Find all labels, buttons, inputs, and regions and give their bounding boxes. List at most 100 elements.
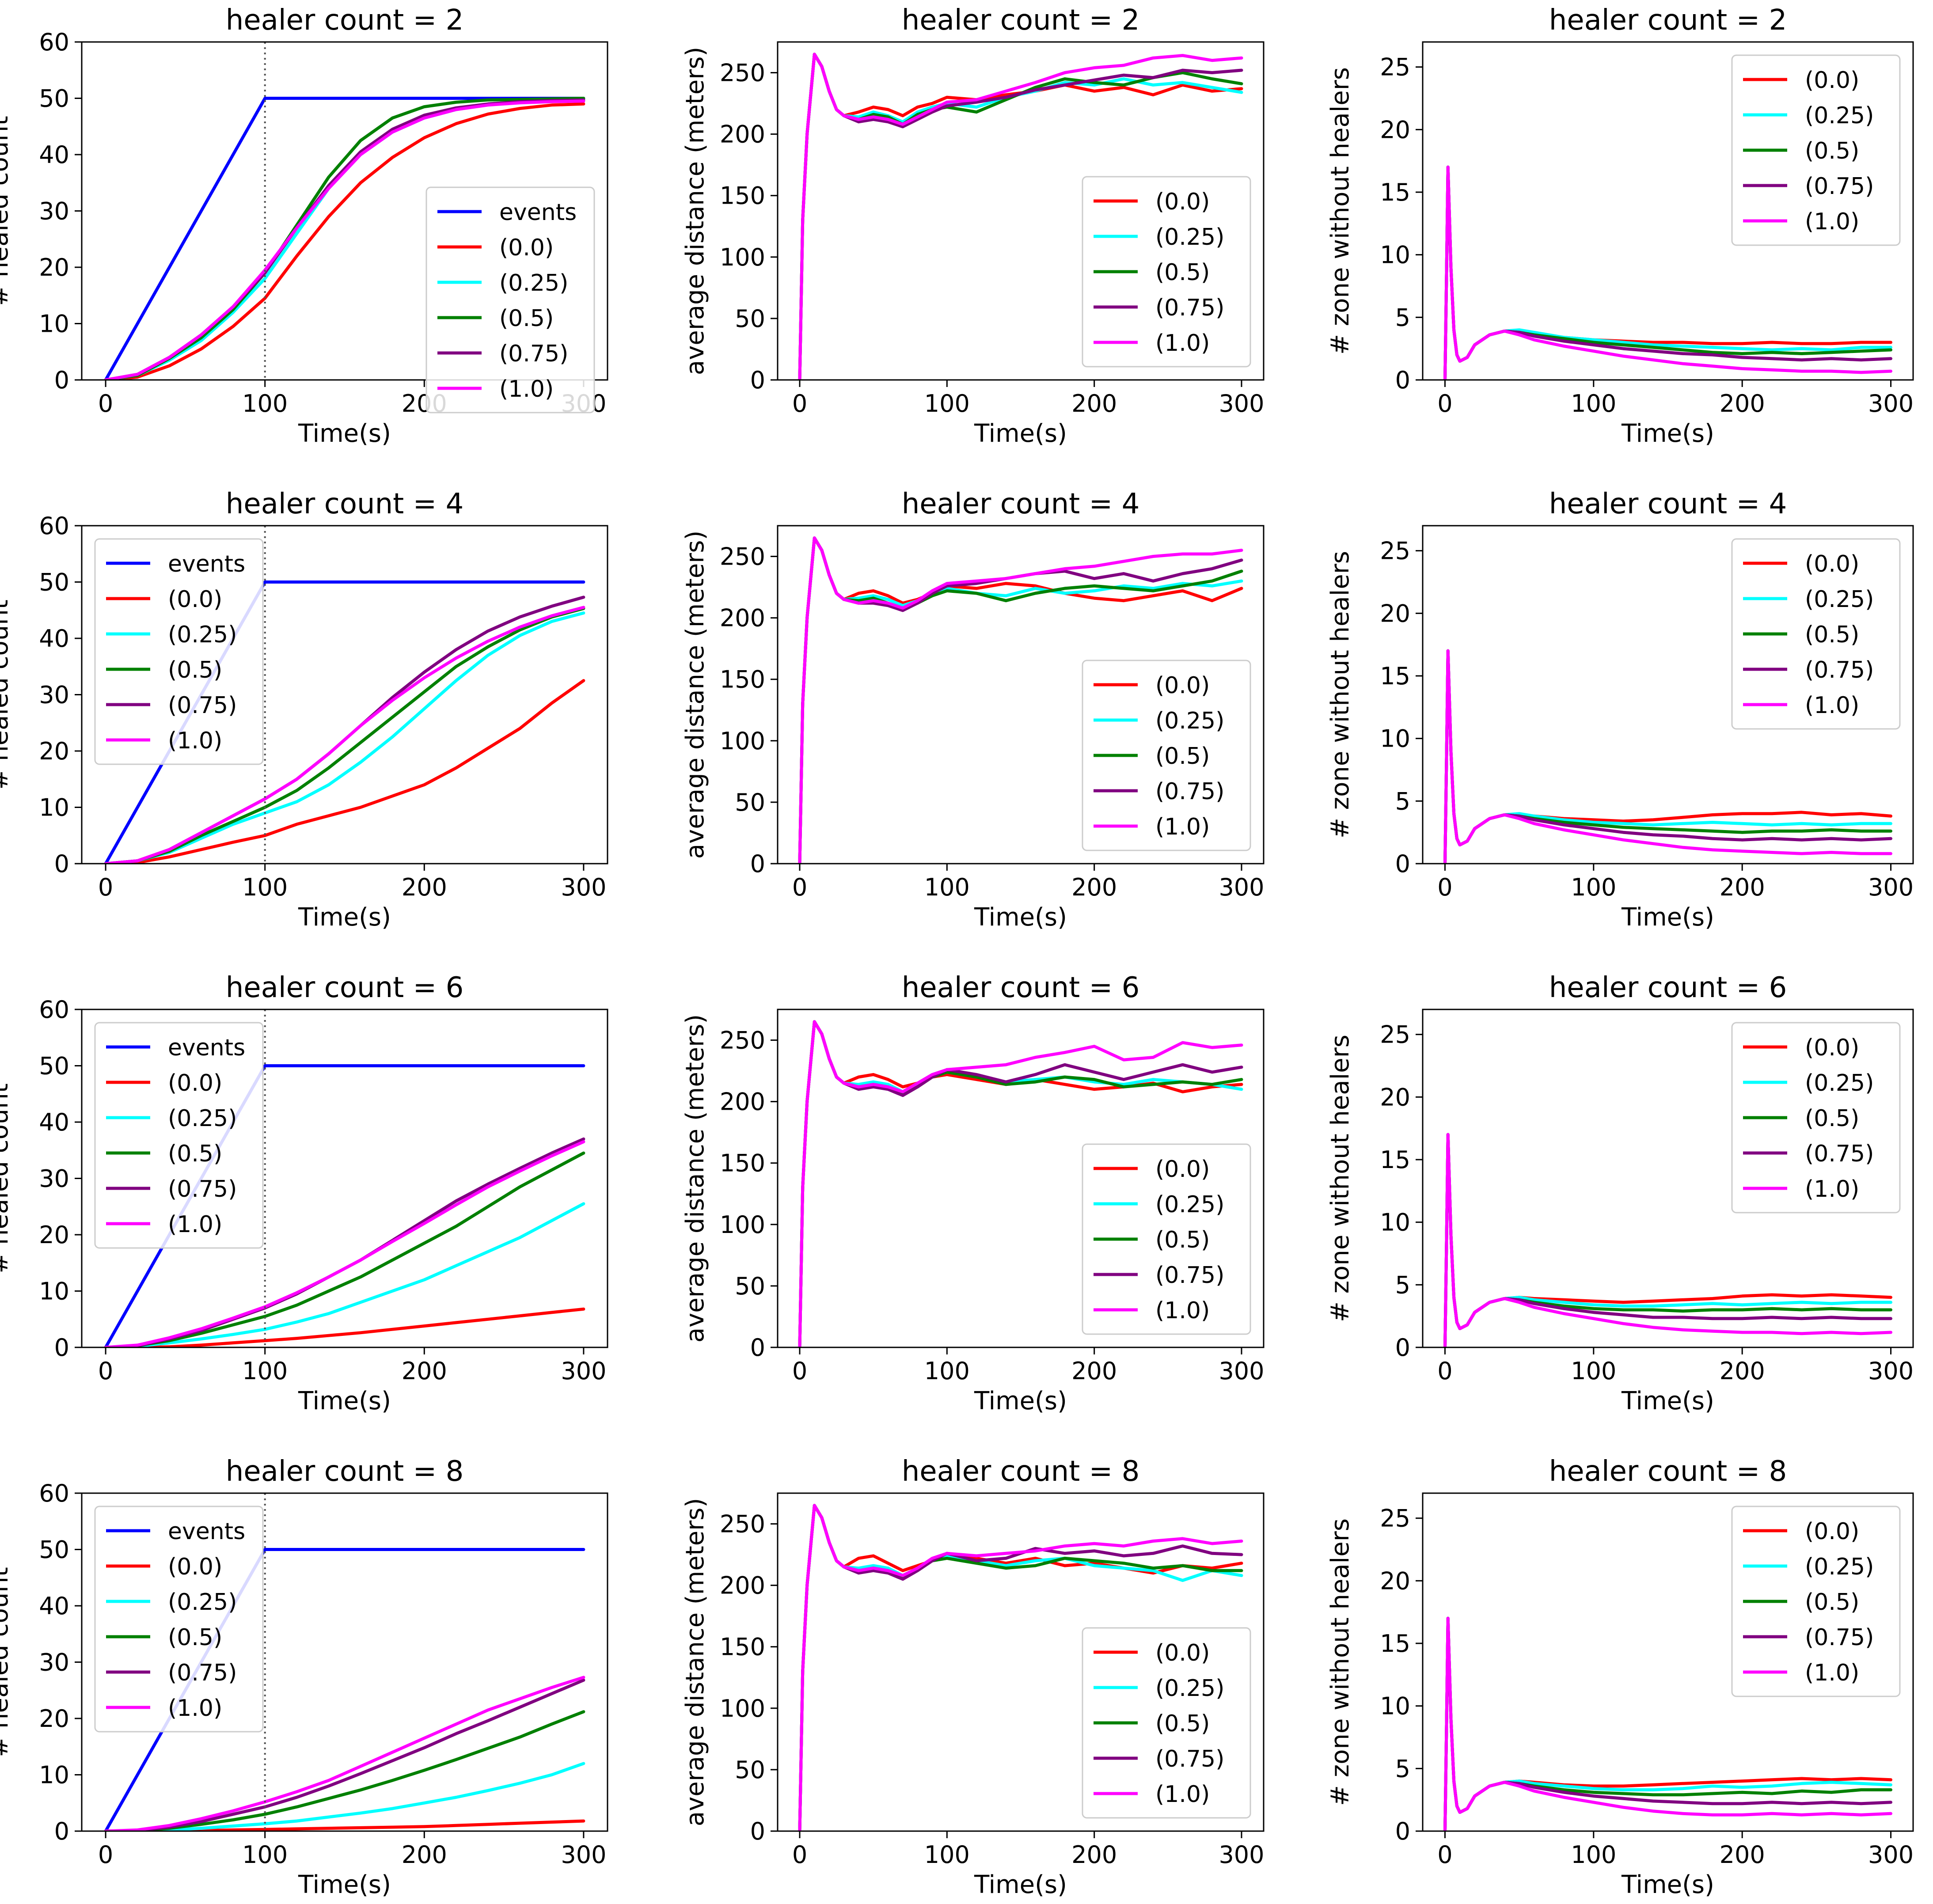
x-tick-label: 300 (1219, 390, 1264, 417)
x-tick-label: 200 (402, 1357, 447, 1385)
series-line-0-0 (104, 679, 585, 864)
legend-label: (0.75) (1155, 1262, 1224, 1289)
x-axis-label: Time(s) (298, 419, 391, 448)
legend: events (0.0) (0.25) (0.5) (0.75) (1.0) (94, 1022, 264, 1249)
x-tick-label: 300 (1868, 1841, 1914, 1869)
legend-label: (0.75) (1805, 1141, 1874, 1167)
y-tick-label: 15 (1380, 662, 1410, 690)
y-tick-label: 40 (39, 1108, 69, 1136)
x-tick-label: 300 (1219, 1357, 1264, 1385)
x-axis-label: Time(s) (974, 1387, 1067, 1415)
chart-title: healer count = 6 (226, 971, 464, 1004)
y-tick-label: 10 (1380, 725, 1410, 753)
y-axis-label: average distance (meters) (681, 531, 710, 859)
y-tick-label: 20 (1380, 116, 1410, 144)
axes-frame (1422, 525, 1914, 865)
x-tick-label: 200 (1720, 873, 1765, 901)
x-tick-label: 0 (98, 873, 113, 901)
x-tick-label: 100 (924, 873, 970, 901)
y-tick-label: 15 (1380, 178, 1410, 206)
x-tick-label: 200 (1720, 1841, 1765, 1869)
y-tick-label: 60 (39, 1479, 69, 1507)
y-tick-label: 20 (39, 1221, 69, 1249)
chart-title: healer count = 4 (226, 488, 464, 520)
chart-h6: healer count = 6 0 100 200 300 0 10 20 30 40 50 60 T… (0, 971, 608, 1415)
x-axis-label: Time(s) (974, 419, 1067, 448)
legend-label: (0.25) (1155, 708, 1224, 734)
legend-label: (0.0) (168, 1554, 222, 1580)
y-tick-label: 10 (39, 1761, 69, 1789)
legend-label: (1.0) (1155, 814, 1210, 840)
y-tick-label: 0 (54, 366, 69, 394)
series-line-events (104, 1548, 585, 1831)
legend-label: (0.5) (1155, 743, 1210, 770)
y-tick-label: 20 (39, 737, 69, 765)
x-tick-label: 0 (1437, 1357, 1452, 1385)
x-tick-label: 200 (1071, 390, 1117, 417)
axes-frame (777, 525, 1265, 865)
y-tick-label: 15 (1380, 1630, 1410, 1657)
legend-label: (0.25) (1805, 586, 1874, 613)
chart-title: healer count = 8 (226, 1455, 464, 1488)
y-tick-label: 0 (750, 1334, 765, 1362)
chart-z8: healer count = 8 0 100 200 300 0 5 10 15 20 25 Time… (1326, 1455, 1914, 1899)
y-tick-label: 150 (720, 1149, 765, 1177)
y-axis-label: # zone without healers (1326, 1518, 1355, 1806)
legend-label: (1.0) (1805, 692, 1859, 719)
x-axis-label: Time(s) (1621, 1870, 1714, 1899)
series-line-1-0 (104, 606, 585, 864)
y-tick-label: 250 (720, 1510, 765, 1538)
x-axis-label: Time(s) (298, 1387, 391, 1415)
x-tick-label: 0 (792, 390, 807, 417)
series-line-1-0 (1443, 649, 1892, 864)
y-tick-label: 20 (39, 254, 69, 281)
y-tick-label: 25 (1380, 53, 1410, 81)
y-tick-label: 10 (1380, 1692, 1410, 1720)
y-tick-label: 25 (1380, 537, 1410, 565)
legend-label: (0.25) (168, 1105, 237, 1132)
chart-z4: healer count = 4 0 100 200 300 0 5 10 15 20 25 Time… (1326, 488, 1914, 932)
axes-frame (777, 1492, 1265, 1832)
y-tick-label: 0 (54, 850, 69, 878)
legend: (0.0) (0.25) (0.5) (0.75) (1.0) (1082, 1143, 1251, 1335)
plot-area (798, 1020, 1243, 1347)
y-tick-label: 20 (39, 1705, 69, 1733)
y-axis-label: average distance (meters) (681, 47, 710, 375)
legend-label: events (168, 551, 245, 577)
y-tick-label: 200 (720, 1088, 765, 1116)
plot-area (1443, 649, 1892, 864)
legend-label: (0.75) (1155, 295, 1224, 321)
plot-area (1443, 1616, 1892, 1831)
legend-box (1731, 1506, 1901, 1697)
x-tick-label: 300 (1868, 390, 1914, 417)
y-axis-label: # zone without healers (1326, 551, 1355, 838)
legend-box (1082, 1143, 1251, 1335)
legend-label: (0.5) (168, 657, 222, 683)
series-line-0-0 (104, 102, 585, 380)
legend: (0.0) (0.25) (0.5) (0.75) (1.0) (1082, 176, 1251, 368)
x-tick-label: 100 (924, 390, 970, 417)
legend-label: (0.5) (1805, 1105, 1859, 1132)
y-tick-label: 60 (39, 996, 69, 1024)
plot-area (104, 580, 585, 864)
y-tick-label: 100 (720, 243, 765, 271)
y-tick-label: 200 (720, 121, 765, 148)
y-tick-label: 50 (39, 85, 69, 113)
legend-label: (1.0) (168, 1695, 222, 1722)
legend-label: (0.75) (168, 692, 237, 719)
x-tick-label: 200 (402, 873, 447, 901)
y-tick-label: 60 (39, 512, 69, 540)
chart-d2: healer count = 2 0 100 200 300 0 50 100 150 200 25… (681, 4, 1265, 448)
legend-label: (0.0) (168, 586, 222, 613)
y-tick-label: 5 (1395, 1271, 1410, 1299)
legend-label: (0.75) (1155, 1746, 1224, 1772)
x-tick-label: 100 (1571, 390, 1616, 417)
x-tick-label: 300 (1868, 873, 1914, 901)
chart-title: healer count = 2 (226, 4, 464, 37)
x-tick-label: 0 (98, 1841, 113, 1869)
series-line-1-0 (798, 1020, 1243, 1347)
chart-title: healer count = 4 (902, 488, 1140, 520)
legend-label: (1.0) (1805, 1176, 1859, 1202)
legend-label: (0.25) (1155, 1191, 1224, 1218)
